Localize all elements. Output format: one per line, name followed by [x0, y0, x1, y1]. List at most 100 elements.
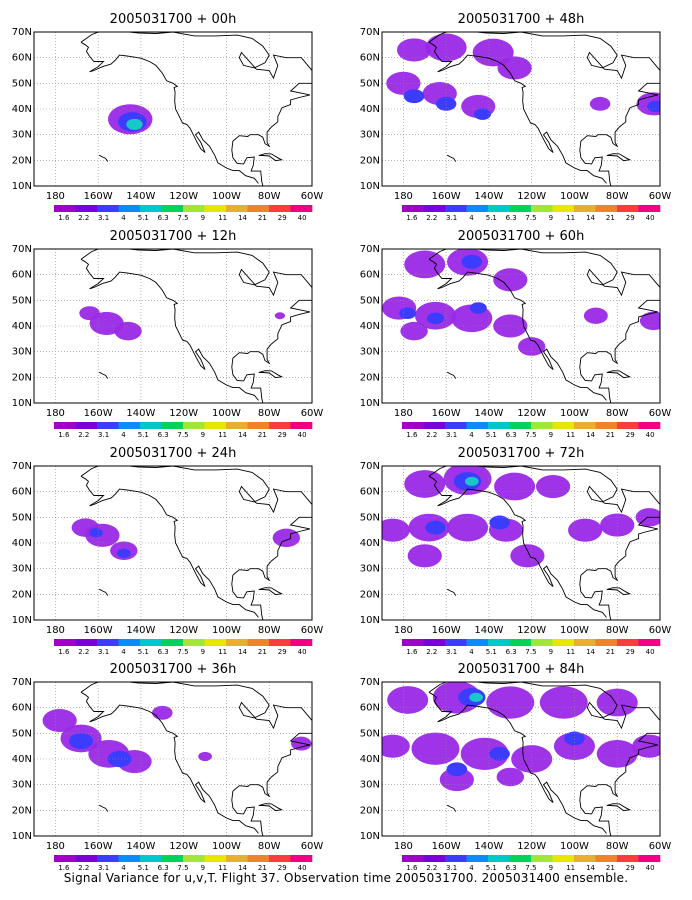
- x-tick-label: 160W: [84, 191, 113, 202]
- coastline-path: [98, 804, 109, 812]
- colorbar-swatch: [595, 422, 618, 429]
- x-tick-label: 140W: [126, 625, 155, 636]
- coastline-path: [80, 258, 259, 401]
- colorbar-swatch: [638, 639, 661, 646]
- coastline-path: [258, 153, 284, 162]
- panel-title: 2005031700 + 12h: [110, 229, 237, 244]
- colorbar-label: 29: [626, 648, 635, 656]
- colorbar-swatch: [204, 205, 227, 212]
- colorbar-label: 5.1: [138, 864, 149, 872]
- x-tick-label: 180: [46, 408, 65, 419]
- colorbar-label: 14: [586, 431, 595, 439]
- colorbar-swatch: [552, 205, 575, 212]
- coastline-path: [446, 588, 457, 596]
- map-panel: 2005031700 + 72h 180 160W 140W 120W 100W 80W 60…: [360, 446, 672, 656]
- x-tick-label: 160W: [432, 625, 461, 636]
- y-tick-label: 10N: [360, 181, 380, 192]
- variance-shade: [272, 528, 301, 548]
- variance-shade: [553, 732, 595, 761]
- y-tick-label: 40N: [12, 538, 32, 549]
- colorbar: 1.6 2.2 3.1 4 5.1 6.3 7.5 9 11 14 21 29 40: [54, 639, 313, 656]
- y-tick-label: 70N: [360, 27, 380, 38]
- colorbar-label: 29: [626, 214, 635, 222]
- variance-field: [382, 249, 660, 356]
- colorbar-swatch: [531, 639, 553, 646]
- x-tick-label: 120W: [517, 625, 546, 636]
- y-tick-label: 50N: [12, 512, 32, 523]
- colorbar-label: 9: [549, 214, 553, 222]
- colorbar-label: 4: [469, 214, 474, 222]
- colorbar-swatch: [247, 639, 270, 646]
- colorbar-swatch: [183, 639, 205, 646]
- x-tick-label: 180: [394, 191, 413, 202]
- panel-title: 2005031700 + 60h: [458, 229, 585, 244]
- y-tick-label: 20N: [360, 805, 380, 816]
- variance-shade: [274, 312, 286, 320]
- variance-shade: [114, 321, 142, 341]
- y-tick-label: 40N: [360, 538, 380, 549]
- y-tick-label: 20N: [12, 589, 32, 600]
- colorbar-label: 11: [218, 431, 227, 439]
- colorbar-swatch: [445, 639, 467, 646]
- colorbar-swatch: [204, 855, 227, 862]
- variance-field: [42, 705, 312, 774]
- colorbar-label: 9: [201, 214, 205, 222]
- colorbar-label: 6.3: [158, 864, 169, 872]
- coastline: [80, 32, 312, 186]
- colorbar-label: 5.1: [486, 431, 497, 439]
- variance-shade: [564, 731, 585, 746]
- colorbar: 1.6 2.2 3.1 4 5.1 6.3 7.5 9 11 14 21 29 40: [54, 422, 313, 439]
- map-panel: 2005031700 + 60h 180 160W 140W 120W 100W 80W 60…: [360, 229, 672, 439]
- variance-shade: [404, 250, 446, 279]
- colorbar-label: 3.1: [98, 864, 109, 872]
- colorbar-label: 9: [201, 864, 205, 872]
- colorbar-swatch: [466, 855, 489, 862]
- colorbar-label: 9: [549, 648, 553, 656]
- colorbar-label: 3.1: [446, 864, 457, 872]
- colorbar-label: 9: [201, 648, 205, 656]
- variance-shade: [400, 321, 428, 341]
- colorbar-swatch: [574, 855, 596, 862]
- y-tick-label: 30N: [360, 130, 380, 141]
- y-tick-label: 70N: [12, 27, 32, 38]
- colorbar-label: 6.3: [506, 431, 517, 439]
- colorbar-label: 4: [121, 214, 126, 222]
- colorbar-label: 7.5: [525, 864, 536, 872]
- colorbar-swatch: [423, 639, 446, 646]
- colorbar-label: 21: [606, 214, 615, 222]
- x-tick-label: 160W: [432, 841, 461, 852]
- x-tick-label: 120W: [169, 408, 198, 419]
- colorbar-label: 14: [586, 214, 595, 222]
- colorbar-swatch: [488, 205, 510, 212]
- x-tick-label: 100W: [560, 625, 589, 636]
- colorbar-swatch: [552, 422, 575, 429]
- colorbar-label: 1.6: [406, 648, 418, 656]
- variance-shade: [493, 268, 528, 292]
- x-tick-label: 100W: [212, 625, 241, 636]
- colorbar-swatch: [269, 205, 291, 212]
- colorbar-swatch: [509, 855, 532, 862]
- y-tick-label: 10N: [360, 398, 380, 409]
- colorbar: 1.6 2.2 3.1 4 5.1 6.3 7.5 9 11 14 21 29 40: [402, 855, 661, 872]
- y-tick-label: 10N: [360, 831, 380, 842]
- x-tick-label: 160W: [84, 841, 113, 852]
- colorbar-swatch: [488, 639, 510, 646]
- colorbar-label: 5.1: [486, 864, 497, 872]
- x-tick-label: 60W: [301, 841, 324, 852]
- colorbar: 1.6 2.2 3.1 4 5.1 6.3 7.5 9 11 14 21 29 40: [402, 639, 661, 656]
- variance-shade: [496, 767, 524, 787]
- colorbar-label: 5.1: [486, 648, 497, 656]
- coastline-path: [80, 41, 259, 184]
- colorbar-label: 21: [258, 864, 267, 872]
- y-tick-label: 10N: [12, 831, 32, 842]
- colorbar-swatch: [183, 205, 205, 212]
- variance-shade: [126, 118, 143, 130]
- colorbar-label: 4: [121, 648, 126, 656]
- colorbar-label: 29: [626, 864, 635, 872]
- variance-shade: [382, 518, 410, 542]
- y-tick-label: 60N: [360, 270, 380, 281]
- colorbar-swatch: [595, 205, 618, 212]
- colorbar-swatch: [226, 205, 248, 212]
- variance-shade: [460, 737, 509, 771]
- colorbar-swatch: [531, 422, 553, 429]
